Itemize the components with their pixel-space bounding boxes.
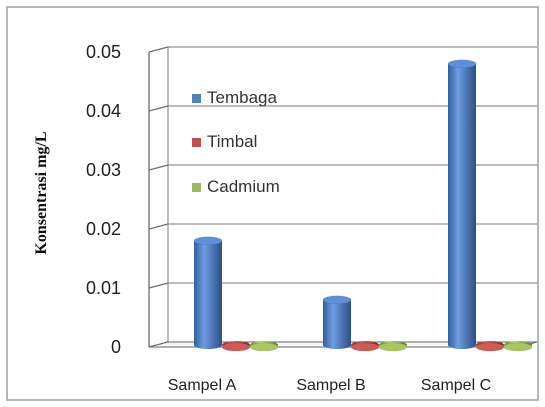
y-tick-label: 0.05 <box>86 42 121 62</box>
x-tick-label: Sampel C <box>421 377 491 394</box>
bar-top <box>221 342 251 352</box>
legend-swatch <box>192 183 201 192</box>
legend-label: Cadmium <box>207 177 280 196</box>
bar-base <box>323 341 351 349</box>
gridline-depth <box>148 105 169 112</box>
bar-body <box>323 299 351 345</box>
bar-top <box>350 342 380 352</box>
y-axis-label: Konsentrasi mg/L <box>33 131 50 254</box>
gridline-depth <box>148 164 169 171</box>
bar-top <box>322 295 352 305</box>
legend-swatch <box>192 94 201 103</box>
gridline-depth <box>148 282 169 289</box>
bar-body <box>448 63 476 346</box>
bar-top <box>378 342 408 352</box>
gridline-depth <box>148 223 169 230</box>
bar-top <box>193 236 223 246</box>
bar-base <box>194 341 222 349</box>
y-tick-label: 0.02 <box>86 219 121 239</box>
chart-frame <box>6 6 539 401</box>
bar-base <box>448 341 476 349</box>
labels-layer: 0 0.01 0.02 0.03 0.04 0.05 Sampel A Sampel B Sam… <box>86 42 491 394</box>
bar-top <box>447 59 477 69</box>
legend: Tembaga Timbal Cadmium <box>192 88 280 196</box>
gridline-depth <box>148 46 169 53</box>
bar-top <box>249 342 279 352</box>
legend-label: Timbal <box>207 132 257 151</box>
legend-label: Tembaga <box>207 88 277 107</box>
bar-body <box>194 240 222 345</box>
bar-top <box>475 342 505 352</box>
y-tick-label: 0.03 <box>86 160 121 180</box>
bars-layer <box>193 59 533 352</box>
y-tick-label: 0.01 <box>86 278 121 298</box>
legend-swatch <box>192 138 201 147</box>
x-tick-label: Sampel B <box>296 377 365 394</box>
bar-top <box>503 342 533 352</box>
x-tick-label: Sampel A <box>168 377 237 394</box>
y-tick-label: 0 <box>111 337 121 357</box>
y-tick-label: 0.04 <box>86 101 121 121</box>
